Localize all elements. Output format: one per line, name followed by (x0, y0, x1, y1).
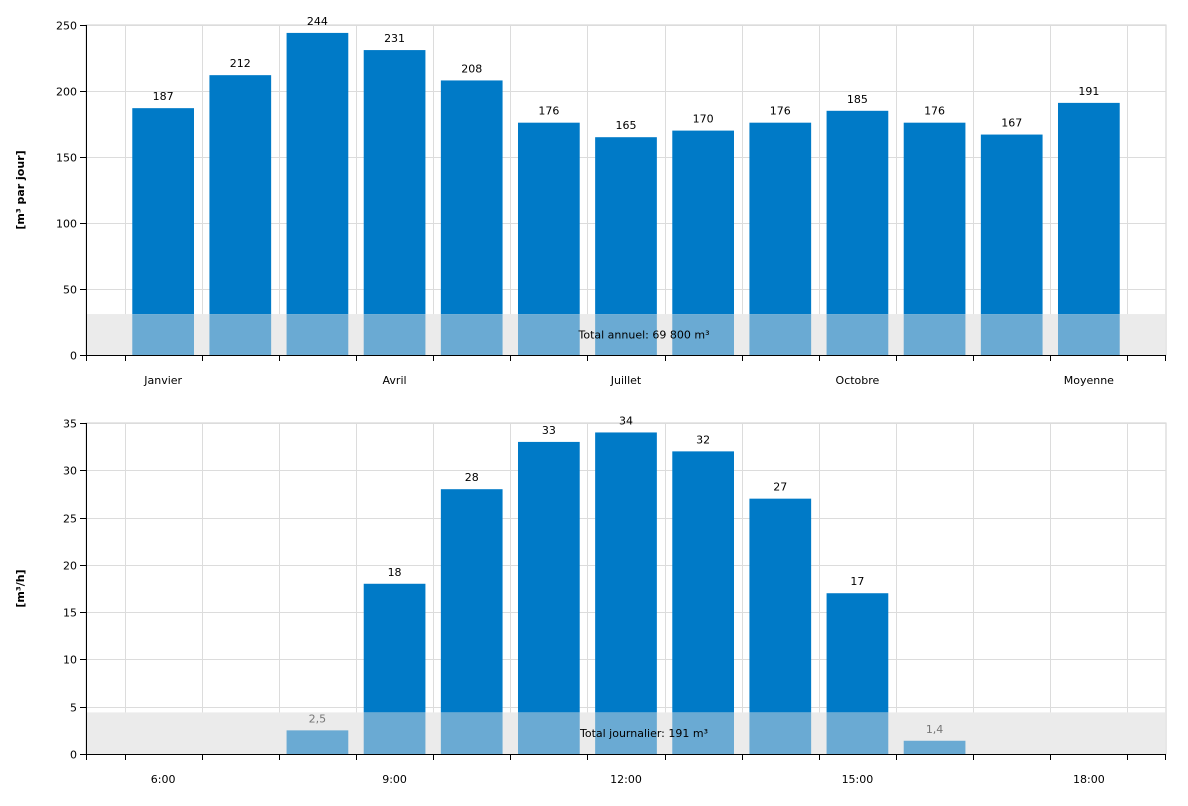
monthly-consumption-chart: 0 50 100 150 200 250 187 212 244 231 208 176 165 170 1… (14, 15, 1167, 387)
x-tick-label: Octobre (836, 374, 880, 387)
bar (903, 122, 966, 315)
x-tick-label: 15:00 (842, 773, 874, 786)
bar-base-segment (595, 712, 657, 754)
bar-value-label: 34 (619, 414, 633, 427)
bar-value-label: 167 (1001, 117, 1022, 130)
bar (595, 432, 657, 713)
bar-value-label: 27 (773, 481, 787, 494)
bar-value-label: 28 (465, 471, 479, 484)
x-tick-label: Janvier (143, 374, 182, 387)
bar-base-segment (132, 314, 194, 355)
x-tick-label: 12:00 (610, 773, 642, 786)
bar (363, 583, 426, 713)
hourly-consumption-chart: 0 5 10 15 20 25 30 35 2,5 18 28 33 34 32 27 17 1,4 Total … (14, 414, 1167, 786)
bar-base-segment (209, 314, 272, 355)
bar-value-label: 212 (230, 57, 251, 70)
bar-value-label: 244 (307, 15, 328, 28)
bar (595, 137, 657, 315)
bar (440, 80, 503, 315)
bar-value-label: 191 (1078, 85, 1099, 98)
y-tick-label: 20 (63, 560, 77, 573)
x-tick-label: Moyenne (1064, 374, 1114, 387)
y-tick-label: 150 (56, 152, 77, 165)
bar (826, 593, 889, 713)
bar-value-label: 2,5 (309, 712, 327, 725)
y-tick-label: 10 (63, 654, 77, 667)
bar-base-segment (440, 314, 503, 355)
bar-value-label: 231 (384, 32, 405, 45)
bar-base-segment (595, 314, 657, 355)
y-tick-label: 250 (56, 20, 77, 33)
bar-base-segment (363, 712, 426, 754)
bar-base-segment (518, 314, 580, 355)
bar (672, 451, 734, 713)
bar-value-label: 33 (542, 424, 556, 437)
bar (980, 134, 1043, 315)
bar-value-label: 165 (616, 119, 637, 132)
bar-value-label: 185 (847, 93, 868, 106)
bar (286, 730, 349, 754)
bar-base-segment (363, 314, 426, 355)
bar-base-segment (286, 314, 349, 355)
bar-base-segment (749, 712, 812, 754)
bar-value-label: 1,4 (926, 723, 944, 736)
bar (1058, 102, 1120, 315)
y-tick-label: 30 (63, 465, 77, 478)
bar-value-label: 187 (153, 90, 174, 103)
bar-value-label: 176 (770, 105, 791, 118)
bar-base-segment (980, 314, 1043, 355)
y-tick-label: 100 (56, 218, 77, 231)
x-tick-label: Avril (383, 374, 407, 387)
bar (132, 108, 194, 315)
bar (286, 32, 349, 315)
y-axis-title: [m³/h] (14, 569, 27, 607)
y-tick-label: 200 (56, 86, 77, 99)
bar-value-label: 17 (850, 575, 864, 588)
bar (903, 740, 966, 754)
bar-base-segment (1058, 314, 1120, 355)
y-tick-label: 0 (70, 350, 77, 363)
bar-value-label: 32 (696, 433, 710, 446)
bar (672, 130, 734, 315)
x-tick-label: 18:00 (1073, 773, 1105, 786)
x-tick-label: Juillet (610, 374, 642, 387)
y-tick-label: 35 (63, 418, 77, 431)
bar-value-label: 18 (388, 566, 402, 579)
bar-value-label: 176 (924, 105, 945, 118)
bar (518, 122, 580, 315)
x-tick-label: 6:00 (151, 773, 176, 786)
bar (209, 75, 272, 315)
x-tick-label: 9:00 (382, 773, 407, 786)
total-label: Total journalier: 191 m³ (579, 727, 708, 740)
y-tick-label: 50 (63, 284, 77, 297)
bar-base-segment (903, 314, 966, 355)
y-tick-label: 0 (70, 749, 77, 762)
bar (749, 122, 812, 315)
bar-base-segment (672, 314, 734, 355)
y-tick-label: 5 (70, 702, 77, 715)
bar (749, 498, 812, 713)
y-tick-label: 25 (63, 513, 77, 526)
bar (363, 50, 426, 315)
bar-base-segment (826, 314, 889, 355)
total-label: Total annuel: 69 800 m³ (578, 329, 710, 342)
bar-base-segment (672, 712, 734, 754)
bar-base-segment (440, 712, 503, 754)
bar-value-label: 208 (461, 62, 482, 75)
bar (826, 110, 889, 315)
bar-base-segment (749, 314, 812, 355)
bar-base-segment (518, 712, 580, 754)
y-axis-title: [m³ par jour] (14, 150, 27, 229)
bar-base-segment (826, 712, 889, 754)
bar (440, 489, 503, 713)
bar-value-label: 170 (693, 113, 714, 126)
y-tick-label: 15 (63, 607, 77, 620)
bar-value-label: 176 (538, 105, 559, 118)
bar (518, 441, 580, 713)
